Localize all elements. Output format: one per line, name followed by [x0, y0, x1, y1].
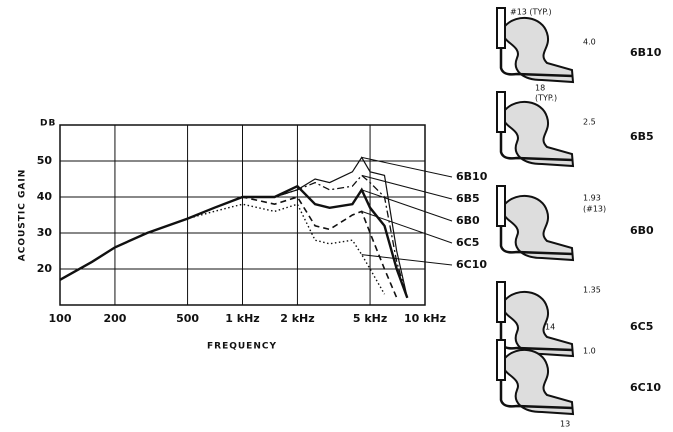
diagram-note: 14	[545, 323, 555, 332]
y-axis-title: ACOUSTIC GAIN	[18, 169, 28, 261]
x-tick-label: 10 kHz	[404, 312, 446, 325]
diagram-note: #13 (TYP.)	[510, 8, 552, 17]
y-tick-label: 50	[37, 154, 53, 167]
earmold-diagram	[495, 6, 575, 84]
x-tick-label: 1 kHz	[225, 312, 259, 325]
leader-line	[361, 189, 453, 222]
x-tick-label: 2 kHz	[280, 312, 314, 325]
x-tick-label: 5 kHz	[353, 312, 387, 325]
leader-line	[361, 174, 453, 200]
legend-label: 6B0	[456, 214, 480, 227]
series-line	[59, 184, 409, 299]
leader-line	[361, 254, 453, 266]
diagram-label: 6B5	[630, 130, 654, 143]
series-line	[59, 203, 386, 295]
x-tick-label: 200	[103, 312, 126, 325]
series-line	[59, 156, 408, 298]
earmold-diagram	[495, 184, 575, 262]
x-tick-label: 100	[49, 312, 72, 325]
x-tick-label: 500	[176, 312, 199, 325]
diagram-note: 18	[535, 84, 545, 93]
diagram-note: 1.0	[583, 347, 596, 356]
diagram-note: (#13)	[583, 205, 606, 214]
diagram-label: 6B10	[630, 46, 662, 59]
y-tick-label: 20	[37, 262, 53, 275]
leader-line	[361, 156, 453, 178]
diagram-note: (TYP.)	[535, 94, 557, 103]
y-tick-label: 30	[37, 226, 53, 239]
diagram-note: 1.93	[583, 194, 601, 203]
y-tick-label: 40	[37, 190, 53, 203]
series-line	[59, 196, 398, 299]
diagram-label: 6B0	[630, 224, 654, 237]
diagram-note: 4.0	[583, 38, 596, 47]
diagram-note: 13	[560, 420, 570, 429]
legend-label: 6B10	[456, 170, 488, 183]
x-axis-title: FREQUENCY	[207, 342, 277, 352]
diagram-note: 2.5	[583, 118, 596, 127]
y-unit: DB	[40, 119, 56, 129]
earmold-diagram	[495, 280, 575, 358]
series-line	[59, 174, 408, 298]
legend-label: 6C5	[456, 236, 479, 249]
diagram-note: 1.35	[583, 286, 601, 295]
legend-label: 6B5	[456, 192, 480, 205]
diagram-label: 6C10	[630, 381, 661, 394]
earmold-diagram	[495, 90, 575, 168]
legend-label: 6C10	[456, 258, 487, 271]
leader-line	[361, 210, 453, 244]
diagram-label: 6C5	[630, 320, 653, 333]
